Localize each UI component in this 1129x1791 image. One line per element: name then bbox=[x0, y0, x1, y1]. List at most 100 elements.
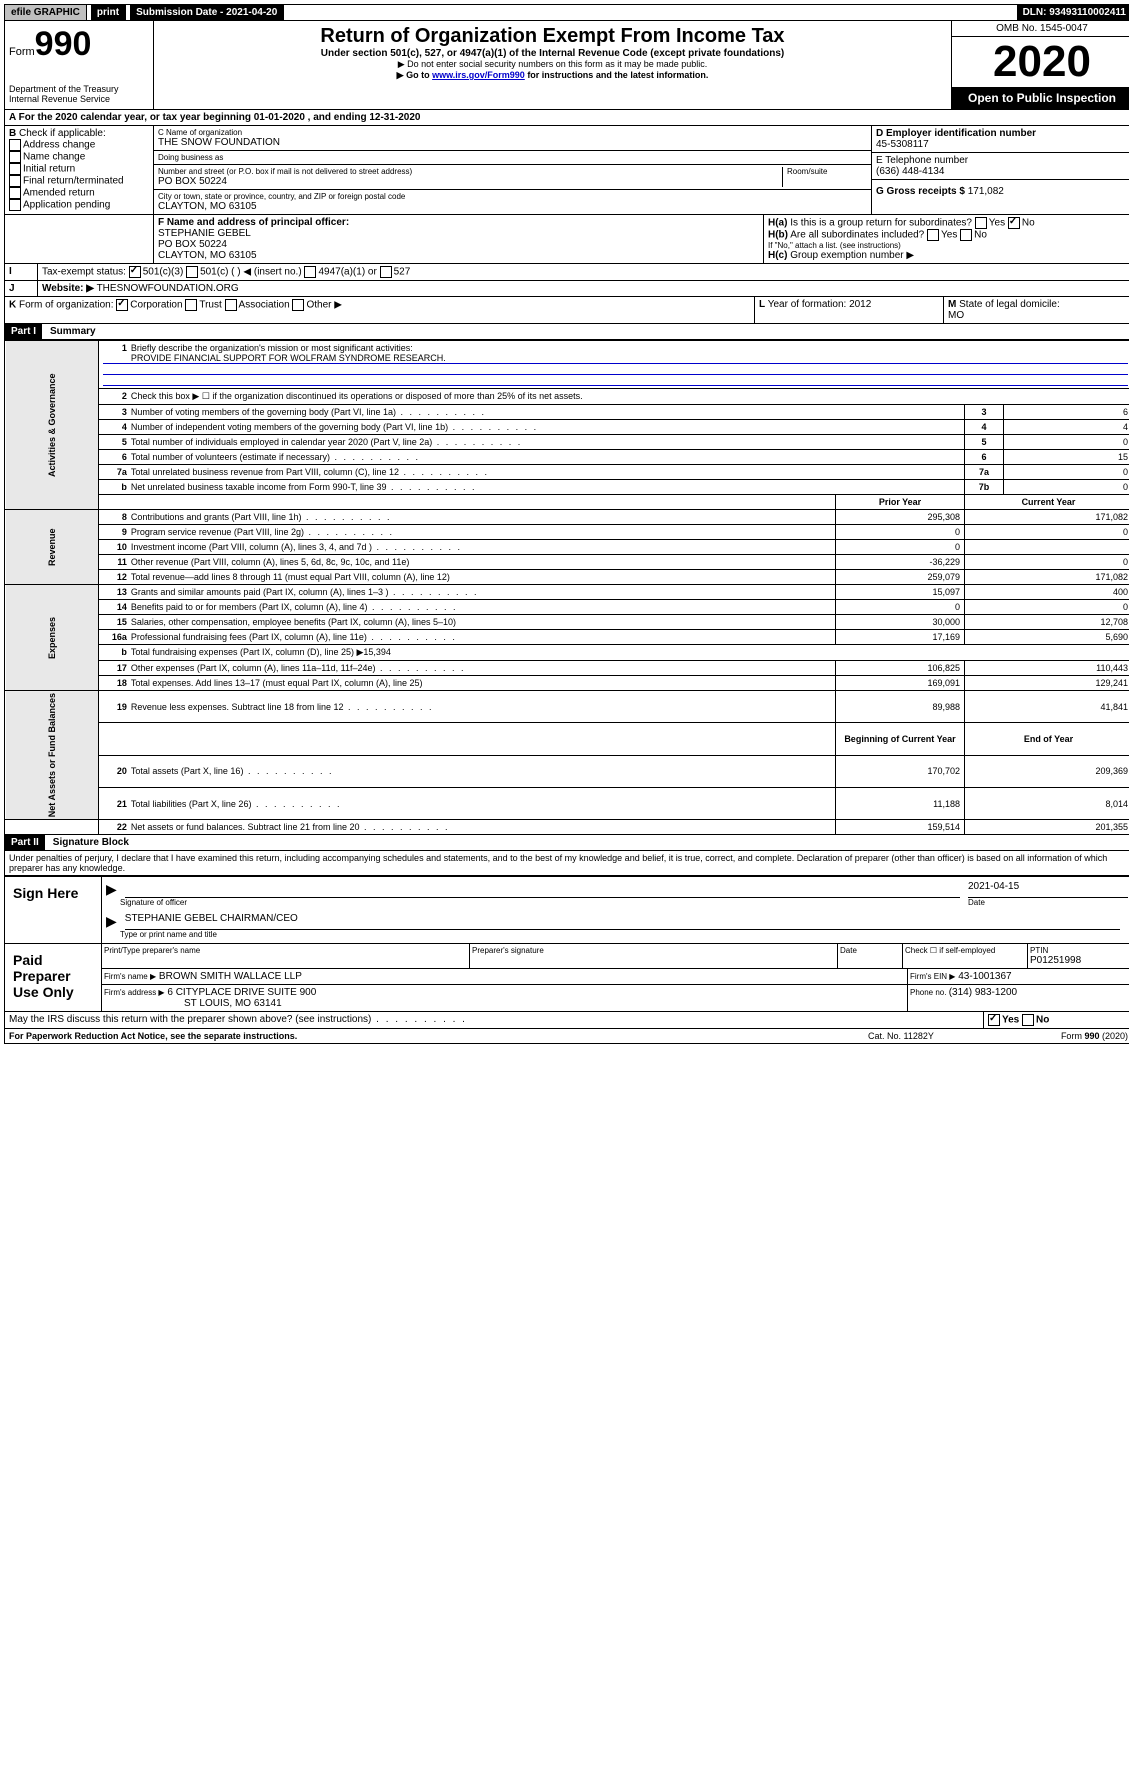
side-revenue: Revenue bbox=[5, 510, 99, 585]
line15-p: 30,000 bbox=[836, 615, 965, 630]
line14-p: 0 bbox=[836, 600, 965, 615]
discuss-row: May the IRS discuss this return with the… bbox=[4, 1012, 1129, 1029]
line22-p: 159,514 bbox=[836, 820, 965, 835]
firm-name: BROWN SMITH WALLACE LLP bbox=[159, 971, 302, 982]
line15: Salaries, other compensation, employee b… bbox=[131, 617, 831, 627]
k-trust[interactable] bbox=[185, 299, 197, 311]
blank-line2 bbox=[103, 375, 1128, 386]
line12: Total revenue—add lines 8 through 11 (mu… bbox=[131, 572, 831, 582]
discuss-no-label: No bbox=[1036, 1015, 1049, 1026]
line7a-v: 0 bbox=[1004, 465, 1129, 480]
name-addr-col: C Name of organization THE SNOW FOUNDATI… bbox=[154, 126, 872, 214]
line9: Program service revenue (Part VIII, line… bbox=[131, 527, 831, 537]
ha-yes-label: Yes bbox=[989, 218, 1005, 229]
side-governance: Activities & Governance bbox=[5, 341, 99, 510]
arrow-icon: ▶ bbox=[106, 881, 117, 898]
s1-label: 501(c)(3) bbox=[143, 267, 184, 278]
hb-no-label: No bbox=[974, 230, 987, 241]
website: THESNOWFOUNDATION.ORG bbox=[97, 283, 239, 294]
line2: Check this box ▶ ☐ if the organization d… bbox=[131, 391, 1128, 402]
eoy-hdr: End of Year bbox=[965, 723, 1129, 755]
discuss-no[interactable] bbox=[1022, 1014, 1034, 1026]
print-button[interactable]: print bbox=[91, 5, 126, 20]
line4: Number of independent voting members of … bbox=[131, 422, 960, 432]
line8-c: 171,082 bbox=[965, 510, 1129, 525]
irs-link[interactable]: www.irs.gov/Form990 bbox=[432, 70, 525, 80]
top-bar: efile GRAPHIC print Submission Date - 20… bbox=[4, 4, 1129, 21]
dln-value: 93493110002411 bbox=[1049, 7, 1126, 18]
side-expenses: Expenses bbox=[5, 585, 99, 691]
checkbox-amended[interactable] bbox=[9, 187, 21, 199]
checkbox-final[interactable] bbox=[9, 175, 21, 187]
prep-name-label: Print/Type preparer's name bbox=[104, 946, 467, 955]
line10-p: 0 bbox=[836, 540, 965, 555]
hb-note: If "No," attach a list. (see instruction… bbox=[768, 241, 1128, 250]
blank-line bbox=[103, 364, 1128, 375]
website-row: J Website: ▶ THESNOWFOUNDATION.ORG bbox=[4, 281, 1129, 297]
discuss-yes[interactable] bbox=[988, 1014, 1000, 1026]
line19: Revenue less expenses. Subtract line 18 … bbox=[131, 702, 831, 712]
ha-no[interactable] bbox=[1008, 217, 1020, 229]
g-label: G Gross receipts $ bbox=[876, 186, 968, 197]
phone: (636) 448-4134 bbox=[876, 166, 1128, 177]
line1-text: PROVIDE FINANCIAL SUPPORT FOR WOLFRAM SY… bbox=[103, 353, 1128, 364]
dba-label: Doing business as bbox=[158, 153, 867, 162]
line21-c: 8,014 bbox=[965, 787, 1129, 819]
arrow-icon2: ▶ bbox=[106, 913, 117, 930]
line4-n: 4 bbox=[965, 420, 1004, 435]
period-text: For the 2020 calendar year, or tax year … bbox=[19, 112, 254, 123]
hb-yes[interactable] bbox=[927, 229, 939, 241]
line19-c: 41,841 bbox=[965, 691, 1129, 723]
irs-label: Internal Revenue Service bbox=[9, 94, 149, 104]
check-addr-label: Address change bbox=[23, 140, 95, 151]
line7a: Total unrelated business revenue from Pa… bbox=[131, 467, 960, 477]
line19-p: 89,988 bbox=[836, 691, 965, 723]
line11: Other revenue (Part VIII, column (A), li… bbox=[131, 557, 831, 567]
dept-treasury: Department of the Treasury bbox=[9, 84, 149, 94]
officer-addr1: PO BOX 50224 bbox=[158, 239, 759, 250]
k-assoc[interactable] bbox=[225, 299, 237, 311]
firm-addr1: 6 CITYPLACE DRIVE SUITE 900 bbox=[167, 987, 316, 998]
k-corp[interactable] bbox=[116, 299, 128, 311]
checkbox-app[interactable] bbox=[9, 199, 21, 211]
cat-no: Cat. No. 11282Y bbox=[868, 1031, 1008, 1041]
sig-officer-label: Signature of officer bbox=[120, 898, 968, 907]
hb-no[interactable] bbox=[960, 229, 972, 241]
status-527[interactable] bbox=[380, 266, 392, 278]
form-id-box: Form990 Department of the Treasury Inter… bbox=[5, 21, 154, 109]
spacer-left bbox=[5, 215, 154, 263]
omb-number: OMB No. 1545-0047 bbox=[952, 21, 1129, 37]
checkbox-initial[interactable] bbox=[9, 163, 21, 175]
hc-text: Group exemption number ▶ bbox=[790, 250, 914, 261]
line7b-v: 0 bbox=[1004, 480, 1129, 495]
check-app-label: Application pending bbox=[23, 200, 110, 211]
line12-c: 171,082 bbox=[965, 570, 1129, 585]
ha-yes[interactable] bbox=[975, 217, 987, 229]
line13-p: 15,097 bbox=[836, 585, 965, 600]
part1-header: Part I bbox=[5, 324, 42, 339]
ptin-label: PTIN bbox=[1030, 946, 1129, 955]
checkbox-name[interactable] bbox=[9, 151, 21, 163]
k-other[interactable] bbox=[292, 299, 304, 311]
e-label: E Telephone number bbox=[876, 155, 1128, 166]
submission-date: Submission Date - 2021-04-20 bbox=[130, 5, 284, 20]
org-info-block: B Check if applicable: Address change Na… bbox=[4, 126, 1129, 215]
line17-p: 106,825 bbox=[836, 661, 965, 676]
ein: 45-5308117 bbox=[876, 139, 1128, 150]
period-mid: , and ending bbox=[308, 112, 370, 123]
line-j: J bbox=[5, 281, 38, 296]
line6-n: 6 bbox=[965, 450, 1004, 465]
line3-n: 3 bbox=[965, 405, 1004, 420]
k-label: Form of organization: bbox=[19, 300, 114, 311]
signature-block: Sign Here ▶ 2021-04-15 Signature of offi… bbox=[4, 876, 1129, 1012]
line20: Total assets (Part X, line 16) bbox=[131, 766, 831, 776]
s2-label: 501(c) ( ) ◀ (insert no.) bbox=[200, 267, 302, 278]
status-501c[interactable] bbox=[186, 266, 198, 278]
status-4947[interactable] bbox=[304, 266, 316, 278]
j-label: Website: ▶ bbox=[42, 283, 94, 294]
status-501c3[interactable] bbox=[129, 266, 141, 278]
side-netassets: Net Assets or Fund Balances bbox=[5, 691, 99, 820]
s4-label: 527 bbox=[394, 267, 411, 278]
checkbox-addr[interactable] bbox=[9, 139, 21, 151]
line16a-c: 5,690 bbox=[965, 630, 1129, 645]
